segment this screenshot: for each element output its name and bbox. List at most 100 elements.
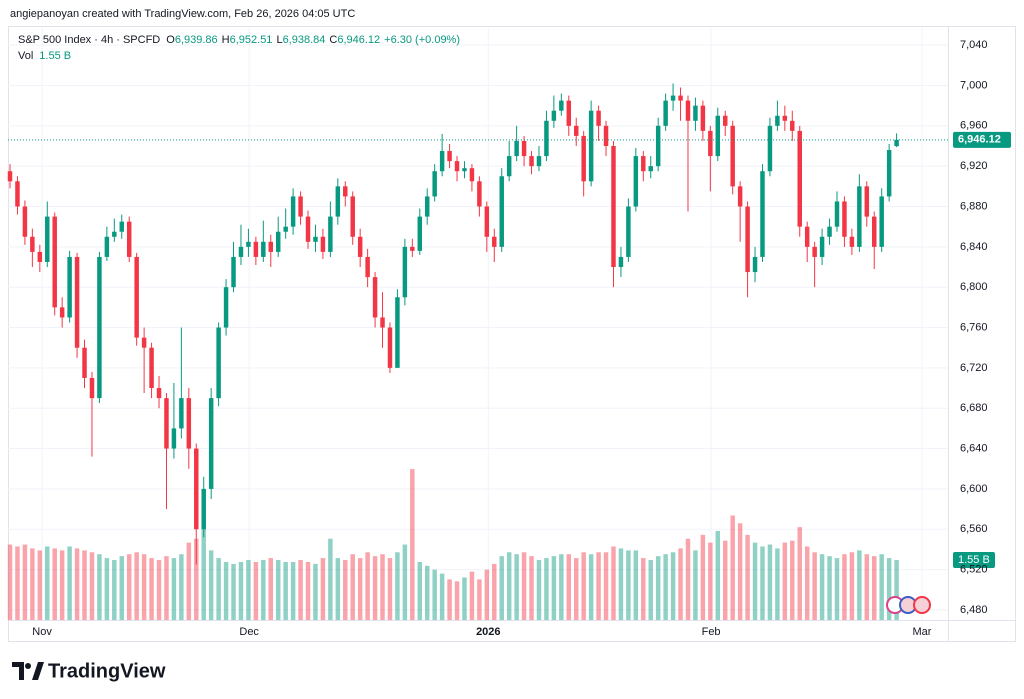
candle-body — [186, 398, 192, 449]
volume-bar — [141, 554, 147, 620]
candle-body — [15, 181, 20, 207]
candle-body — [335, 186, 341, 217]
volume-bar — [700, 534, 706, 620]
candle-body — [290, 196, 296, 227]
candle-body — [827, 226, 832, 237]
candle-body — [45, 216, 50, 262]
volume-bar — [521, 552, 527, 620]
candle-body — [469, 168, 475, 182]
candle-body — [648, 166, 653, 172]
volume-bar — [231, 563, 236, 620]
candle-body — [894, 139, 899, 147]
candle-body — [775, 115, 780, 126]
candle-body — [611, 145, 616, 268]
candle-body — [879, 196, 884, 247]
candle-body — [626, 206, 631, 257]
candles — [7, 83, 899, 565]
candle-body — [97, 256, 102, 399]
candle-body — [454, 161, 460, 172]
volume-bar — [164, 556, 169, 620]
grid — [8, 28, 948, 620]
volume-bar — [208, 550, 214, 620]
candle-body — [275, 231, 281, 252]
candle-body — [305, 216, 311, 242]
volume-bar — [126, 554, 132, 620]
y-tick-label: 6,760 — [960, 321, 988, 333]
volume-bar — [611, 546, 616, 620]
volume-bar — [268, 558, 274, 620]
candle-body — [521, 140, 527, 157]
legend-l: L — [276, 34, 282, 46]
volume-bar — [149, 558, 154, 620]
candle-body — [52, 216, 57, 308]
volume-bar — [97, 554, 102, 620]
candle-body — [700, 105, 706, 131]
candle-body — [484, 206, 490, 237]
candle-body — [693, 105, 698, 121]
volume-bar — [156, 560, 162, 620]
candle-body — [708, 130, 713, 157]
volume-bar — [588, 554, 594, 620]
volume-bar — [223, 561, 229, 620]
candle-body — [566, 100, 572, 126]
candle-body — [581, 135, 586, 182]
y-tick-label: 6,840 — [960, 241, 988, 253]
candle-body — [208, 398, 214, 489]
y-tick-label: 6,920 — [960, 160, 988, 172]
volume-bar — [715, 531, 721, 620]
volume-bar — [566, 554, 572, 620]
candle-body — [864, 186, 870, 217]
candle-body — [790, 120, 795, 131]
volume-bar — [194, 538, 199, 620]
volume-bar — [454, 581, 460, 620]
candle-body — [253, 241, 259, 257]
volume-bar — [626, 550, 631, 620]
candle-body — [223, 287, 229, 328]
volume-bar — [380, 554, 385, 620]
candle-body — [320, 236, 326, 252]
candle-body — [857, 186, 862, 247]
volume-bar — [581, 552, 586, 620]
candle-body — [149, 347, 154, 389]
candle-body — [268, 241, 274, 252]
volume-bar — [246, 560, 251, 620]
candle-body — [59, 307, 65, 318]
volume-bar — [797, 527, 802, 620]
volume-bar — [134, 552, 139, 620]
candle-body — [514, 140, 519, 157]
volume-bar — [648, 560, 653, 620]
volume-bar — [7, 544, 13, 620]
candle-body — [596, 110, 601, 126]
volume-bar — [670, 552, 676, 620]
candle-body — [760, 171, 765, 257]
candle-body — [678, 95, 683, 101]
volume-bar — [261, 560, 266, 620]
volume-bar — [52, 548, 57, 620]
y-tick-label: 6,560 — [960, 523, 988, 535]
volume-bar — [432, 569, 437, 620]
volume-bar — [484, 569, 490, 620]
volume-bar — [506, 552, 512, 620]
candle-body — [74, 256, 80, 348]
candle-body — [797, 130, 802, 227]
y-tick-label: 6,720 — [960, 362, 988, 374]
legend-vol: Vol — [18, 50, 33, 62]
volume-bar — [596, 552, 601, 620]
volume-bar — [82, 550, 87, 620]
volume-bar — [708, 542, 713, 620]
last-price-label: 6,946.12 — [958, 134, 1001, 146]
volume-bar — [469, 571, 475, 620]
legend-vol-value: 1.55 B — [39, 50, 71, 62]
candle-body — [715, 115, 721, 157]
volume-bar — [372, 556, 378, 620]
volume-bar — [857, 550, 862, 620]
volume-bar — [536, 560, 542, 620]
volume-bar — [253, 561, 259, 620]
candle-body — [410, 246, 415, 251]
y-tick-label: 6,600 — [960, 483, 988, 495]
logo — [12, 662, 44, 680]
candle-body — [447, 151, 452, 162]
volume-bar — [335, 558, 341, 620]
candle-body — [365, 256, 370, 278]
candle-body — [804, 226, 810, 247]
